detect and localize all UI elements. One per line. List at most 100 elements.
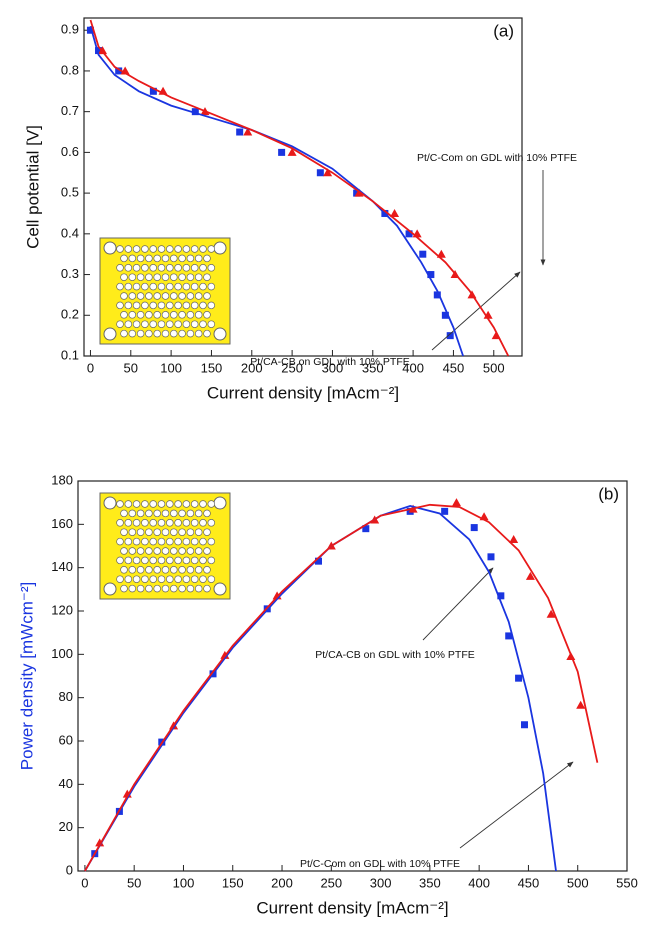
inset-hole [153,584,161,593]
inset-hole [153,509,161,518]
inset-hole [116,301,124,310]
inset-hole [194,566,203,574]
inset-hole [203,311,211,319]
inset-hole [207,320,216,328]
y-tick-label: 0.1 [61,347,79,362]
inset-hole [203,584,211,593]
inset-hole [149,282,157,291]
y-axis-label: Cell potential [V] [23,125,42,249]
y-tick-label: 140 [51,559,73,574]
inset-hole [199,320,207,328]
inset-hole [128,584,137,593]
inset-hole [136,254,145,263]
x-tick-label: 50 [127,875,141,890]
fit-line [84,504,557,872]
data-point [98,46,108,55]
x-tick-label: 150 [222,875,244,890]
data-point [427,271,435,279]
inset-hole [207,282,216,291]
inset-hole [203,547,211,555]
inset-hole [199,301,207,310]
inset-hole [186,273,195,281]
inset-hole [145,254,153,263]
inset-hole [124,264,133,272]
inset-hole [132,519,141,527]
data-point [278,148,286,156]
x-tick-label: 450 [518,875,540,890]
inset-hole [186,254,195,263]
inset-hole [120,566,128,574]
inset-hole [199,537,207,546]
inset-hole [145,509,153,518]
data-point [390,208,400,217]
inset-hole [174,500,182,508]
inset-hole [141,264,149,272]
inset-hole [190,301,199,310]
data-point [497,592,505,600]
inset-hole [132,575,141,583]
inset-hole [132,537,141,546]
inset-hole [186,329,195,338]
inset-hole [116,264,124,272]
data-point [505,632,513,640]
inset-hole [166,519,174,527]
inset-hole [145,311,153,319]
inset-hole [170,584,178,593]
inset-hole [145,292,153,300]
inset-hole [166,500,174,508]
inset-hole [161,547,170,555]
inset-hole [186,566,195,574]
inset-plate [99,492,231,600]
inset-hole [141,320,149,328]
inset-hole [199,500,207,508]
inset-hole [153,547,161,555]
inset-hole [166,264,174,272]
inset-hole [128,273,137,281]
inset-hole [116,320,124,328]
inset-corner-hole [213,327,227,341]
inset-hole [136,292,145,300]
inset-hole [178,254,186,263]
inset-hole [116,500,124,508]
data-point [546,609,556,618]
panel-label: (a) [493,21,514,40]
x-tick-label: 400 [402,360,424,375]
inset-hole [190,556,199,565]
inset-hole [136,329,145,338]
inset-hole [153,329,161,338]
inset-hole [178,329,186,338]
inset-hole [116,537,124,546]
annotation: Pt/C-Com on GDL with 10% PTFE [417,152,577,164]
inset-hole [136,584,145,593]
inset-hole [124,537,133,546]
inset-hole [128,528,137,536]
annotation: Pt/CA-CB on GDL with 10% PTFE [315,649,475,661]
inset-hole [157,575,166,583]
inset-hole [132,264,141,272]
inset-hole [157,519,166,527]
annotation-arrow [459,761,574,849]
inset-hole [190,537,199,546]
inset-hole [141,282,149,291]
inset-hole [141,537,149,546]
x-tick-label: 450 [443,360,465,375]
inset-hole [136,273,145,281]
x-tick-label: 150 [201,360,223,375]
inset-hole [170,254,178,263]
data-point [419,250,427,258]
annotation: Pt/CA-CB on GDL with 10% PTFE [250,356,410,368]
inset-hole [145,273,153,281]
inset-hole [178,509,186,518]
inset-hole [124,500,133,508]
inset-hole [178,311,186,319]
inset-hole [182,519,191,527]
inset-hole [174,301,182,310]
inset-hole [116,245,124,253]
inset-corner-hole [103,496,117,510]
inset-hole [124,575,133,583]
data-point [95,47,103,55]
y-tick-label: 100 [51,646,73,661]
inset-hole [157,245,166,253]
inset-hole [194,273,203,281]
y-tick-label: 0.8 [61,62,79,77]
